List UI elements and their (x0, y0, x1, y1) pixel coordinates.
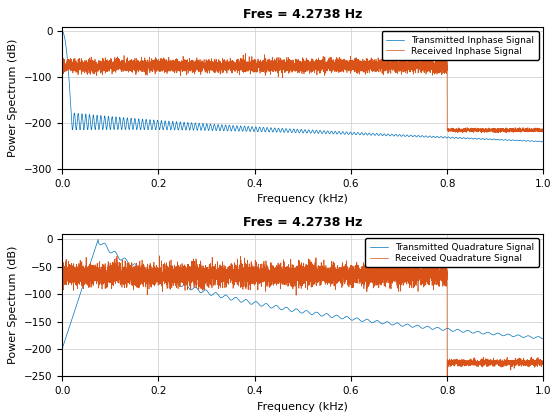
Line: Transmitted Inphase Signal: Transmitted Inphase Signal (62, 31, 543, 142)
Transmitted Quadrature Signal (89, 254, 96, 259)
Received Inphase Signal (379, 64, 386, 69)
Received Quadrature Signal (379, 273, 386, 278)
Received Inphase Signal (406, 63, 413, 68)
Y-axis label: Power Spectrum (dB): Power Spectrum (dB) (8, 246, 18, 364)
Received Quadrature Signal (89, 273, 96, 278)
Received Quadrature Signal (67, 274, 74, 279)
Received Quadrature Signal (540, 361, 547, 366)
Received Quadrature Signal (488, 361, 495, 366)
Transmitted Quadrature Signal (95, 237, 101, 242)
Title: Fres = 4.2738 Hz: Fres = 4.2738 Hz (243, 8, 362, 21)
Received Inphase Signal (488, 128, 495, 133)
Received Quadrature Signal (442, 253, 449, 258)
Transmitted Inphase Signal (488, 137, 495, 142)
Transmitted Inphase Signal (410, 134, 417, 139)
Transmitted Quadrature Signal (410, 325, 417, 330)
Title: Fres = 4.2738 Hz: Fres = 4.2738 Hz (243, 215, 362, 228)
Transmitted Inphase Signal (406, 134, 413, 139)
Received Quadrature Signal (410, 268, 417, 273)
Transmitted Inphase Signal (540, 139, 547, 144)
Received Quadrature Signal (406, 281, 413, 286)
Received Inphase Signal (478, 130, 485, 135)
Received Inphase Signal (89, 64, 96, 69)
Transmitted Inphase Signal (538, 139, 545, 144)
Transmitted Quadrature Signal (59, 346, 66, 352)
Transmitted Inphase Signal (67, 97, 74, 102)
Line: Transmitted Quadrature Signal: Transmitted Quadrature Signal (62, 239, 543, 349)
Received Inphase Signal (242, 51, 249, 56)
Received Inphase Signal (410, 63, 417, 68)
Transmitted Inphase Signal (379, 133, 386, 138)
Transmitted Inphase Signal (89, 116, 96, 121)
Transmitted Inphase Signal (59, 29, 66, 34)
Legend: Transmitted Inphase Signal, Received Inphase Signal: Transmitted Inphase Signal, Received Inp… (381, 31, 539, 60)
X-axis label: Frequency (kHz): Frequency (kHz) (258, 402, 348, 412)
Received Quadrature Signal (59, 272, 66, 277)
Transmitted Quadrature Signal (379, 321, 386, 326)
Received Inphase Signal (59, 58, 66, 63)
Transmitted Quadrature Signal (67, 321, 74, 326)
Y-axis label: Power Spectrum (dB): Power Spectrum (dB) (8, 39, 18, 157)
Transmitted Quadrature Signal (540, 336, 547, 341)
Transmitted Quadrature Signal (488, 332, 495, 337)
Line: Received Quadrature Signal: Received Quadrature Signal (62, 255, 543, 376)
Received Inphase Signal (67, 62, 74, 67)
Line: Received Inphase Signal: Received Inphase Signal (62, 53, 543, 133)
Received Quadrature Signal (444, 374, 451, 379)
Received Inphase Signal (540, 128, 547, 133)
Legend: Transmitted Quadrature Signal, Received Quadrature Signal: Transmitted Quadrature Signal, Received … (366, 239, 539, 267)
X-axis label: Frequency (kHz): Frequency (kHz) (258, 194, 348, 205)
Transmitted Quadrature Signal (406, 323, 413, 328)
